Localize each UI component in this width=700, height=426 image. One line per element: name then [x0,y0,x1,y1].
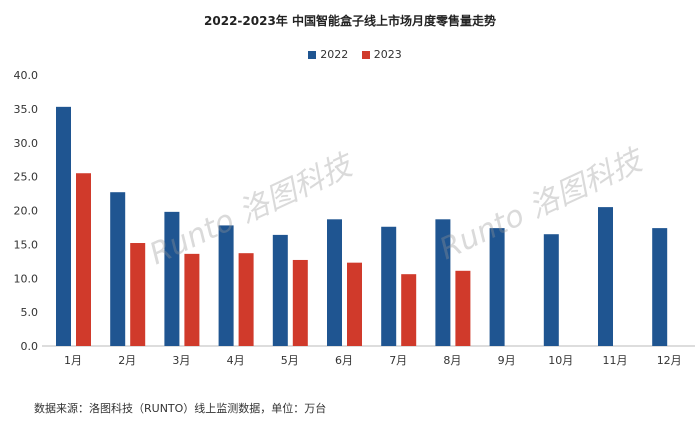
bar-2022-12月 [652,228,668,346]
bar-2022-11月 [598,207,613,346]
legend-swatch-2022 [308,51,317,59]
y-tick-label: 30.0 [14,137,39,150]
x-tick-label: 7月 [389,354,407,367]
legend-label-2023: 2023 [373,48,402,61]
y-tick-label: 15.0 [14,238,39,251]
x-tick-label: 3月 [172,354,190,367]
y-tick-label: 20.0 [14,205,39,218]
x-tick-label: 9月 [498,354,516,367]
bar-2023-8月 [455,270,471,346]
bar-2023-4月 [238,253,254,346]
y-tick-label: 35.0 [14,103,39,116]
x-tick-label: 11月 [603,354,628,367]
bar-2023-7月 [401,274,417,346]
source-note: 数据来源：洛图科技（RUNTO）线上监测数据，单位：万台 [34,402,327,415]
y-tick-label: 25.0 [14,171,39,184]
bar-2022-1月 [56,106,71,346]
bar-2022-9月 [489,228,505,346]
bar-2022-3月 [164,211,180,346]
legend-swatch-2023 [361,51,370,59]
y-tick-label: 10.0 [14,272,39,285]
bar-2023-2月 [130,243,146,346]
y-tick-label: 0.0 [21,340,39,353]
y-tick-label: 40.0 [14,69,39,82]
chart-title: 2022-2023年 中国智能盒子线上市场月度零售量走势 [204,14,496,28]
bar-2022-2月 [110,192,126,346]
x-tick-label: 1月 [64,354,82,367]
bar-2023-3月 [184,253,200,346]
bar-2023-5月 [292,259,308,346]
bar-2022-8月 [435,219,451,346]
bar-2022-6月 [327,219,342,346]
bar-2022-4月 [218,225,234,346]
bar-2022-5月 [272,234,288,346]
x-tick-label: 2月 [118,354,136,367]
y-tick-label: 5.0 [21,306,39,319]
x-tick-label: 8月 [443,354,461,367]
x-tick-label: 6月 [335,354,353,367]
legend: 2022 2023 [0,48,700,61]
bar-2023-1月 [76,173,91,346]
bar-2022-10月 [543,234,559,346]
x-tick-label: 4月 [227,354,245,367]
x-tick-label: 5月 [281,354,299,367]
bar-2023-6月 [347,262,362,346]
x-tick-label: 10月 [548,354,573,367]
legend-label-2022: 2022 [320,48,349,61]
x-tick-label: 12月 [657,354,682,367]
bar-2022-7月 [381,226,397,346]
